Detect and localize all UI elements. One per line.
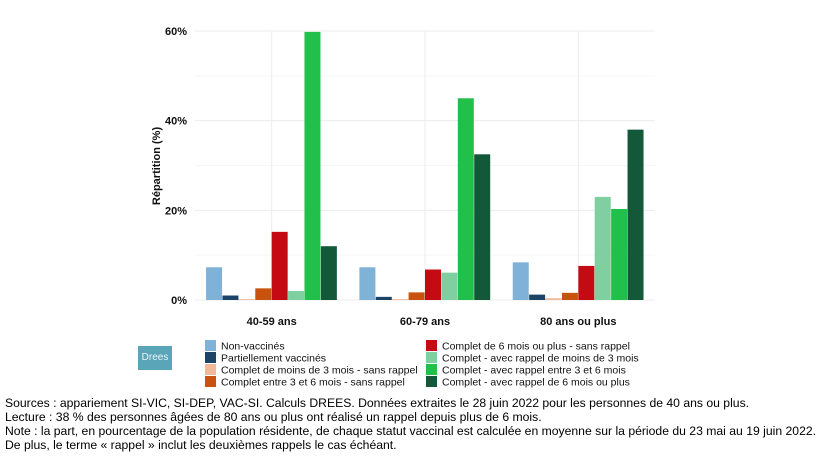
bar: [271, 231, 288, 300]
legend-label: Complet entre 3 et 6 mois - sans rappel: [221, 377, 405, 389]
bar: [392, 299, 409, 300]
y-tick-label: 60%: [165, 26, 187, 38]
bar: [375, 296, 392, 300]
y-tick-label: 0%: [171, 295, 187, 307]
legend-label: Non-vaccinés: [221, 341, 285, 353]
y-tick-label: 40%: [165, 116, 187, 128]
bar: [529, 294, 546, 300]
x-category-label: 40-59 ans: [247, 316, 297, 328]
bar: [545, 298, 562, 300]
bar: [304, 31, 321, 300]
legend-label: Complet de moins de 3 mois - sans rappel: [221, 365, 418, 377]
bar: [627, 129, 644, 300]
y-axis-ticks: 0% 20% 40% 60%: [165, 26, 187, 307]
bar: [206, 267, 223, 300]
legend-swatch: [426, 364, 437, 375]
bar: [457, 98, 474, 300]
bar: [425, 269, 441, 300]
x-category-label: 80 ans ou plus: [540, 316, 616, 328]
bar: [320, 246, 337, 300]
legend-label: Complet - avec rappel de 6 mois ou plus: [442, 377, 630, 389]
legend-swatch: [205, 340, 216, 351]
bar: [288, 291, 305, 300]
bar: [474, 154, 491, 300]
bar: [594, 196, 611, 300]
drees-logo: Drees: [138, 346, 172, 370]
legend-swatch: [205, 376, 216, 387]
legend-label: Complet - avec rappel entre 3 et 6 mois: [442, 365, 626, 377]
bar: [561, 292, 578, 300]
bar: [238, 299, 255, 300]
bar: [255, 288, 272, 300]
grid-lines: [195, 30, 655, 301]
legend-label: Complet de 6 mois ou plus - sans rappel: [442, 341, 630, 353]
bar: [512, 262, 529, 300]
legend-swatch: [426, 352, 437, 363]
bar: [222, 295, 239, 300]
bar: [408, 292, 425, 300]
bar: [578, 265, 595, 300]
x-category-label: 60-79 ans: [400, 316, 450, 328]
bar: [441, 272, 458, 300]
x-axis-categories: 40-59 ans 60-79 ans 80 ans ou plus: [247, 316, 617, 328]
bar-chart: 0% 20% 40% 60% Répartition (%) 40-59 ans 60-…: [151, 26, 655, 389]
legend-swatch: [205, 364, 216, 375]
y-tick-label: 20%: [165, 205, 187, 217]
y-axis-label: Répartition (%): [151, 127, 163, 206]
legend-swatch: [426, 376, 437, 387]
footnotes: Sources : appariement SI-VIC, SI-DEP, VA…: [5, 396, 817, 452]
legend-label: Complet - avec rappel de moins de 3 mois: [442, 353, 639, 365]
lecture-text: Lecture : 38 % des personnes âgées de 80…: [5, 410, 542, 424]
legend-label: Partiellement vaccinés: [221, 353, 326, 365]
legend-swatch: [205, 352, 216, 363]
bar: [359, 267, 376, 300]
sources-text: Sources : appariement SI-VIC, SI-DEP, VA…: [5, 396, 750, 410]
note-text: Note : la part, en pourcentage de la pop…: [5, 424, 817, 452]
bars: [206, 31, 644, 300]
legend-swatch: [426, 340, 437, 351]
bar: [611, 208, 628, 300]
